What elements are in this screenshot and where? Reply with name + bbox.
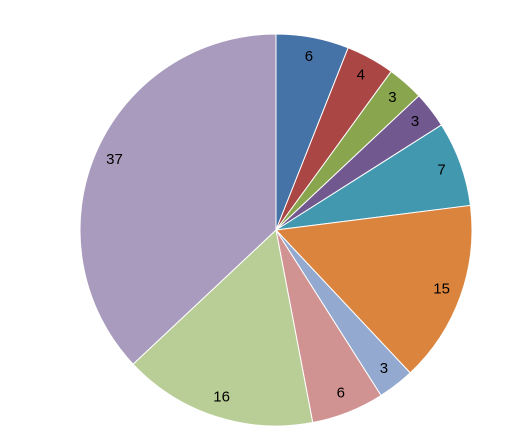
pie-slice: [79, 33, 277, 365]
pie-slice: [132, 229, 314, 427]
data-label: 6: [337, 385, 345, 402]
data-label: 4: [357, 67, 365, 84]
pie-slice: [274, 204, 473, 374]
data-label: 16: [213, 388, 230, 405]
data-label: 7: [437, 161, 445, 178]
data-label: 37: [106, 151, 123, 168]
data-label: 3: [380, 360, 388, 377]
data-label: 15: [433, 281, 450, 298]
data-label: 6: [305, 48, 313, 65]
data-label: 3: [411, 113, 419, 130]
data-label: 3: [388, 89, 396, 106]
